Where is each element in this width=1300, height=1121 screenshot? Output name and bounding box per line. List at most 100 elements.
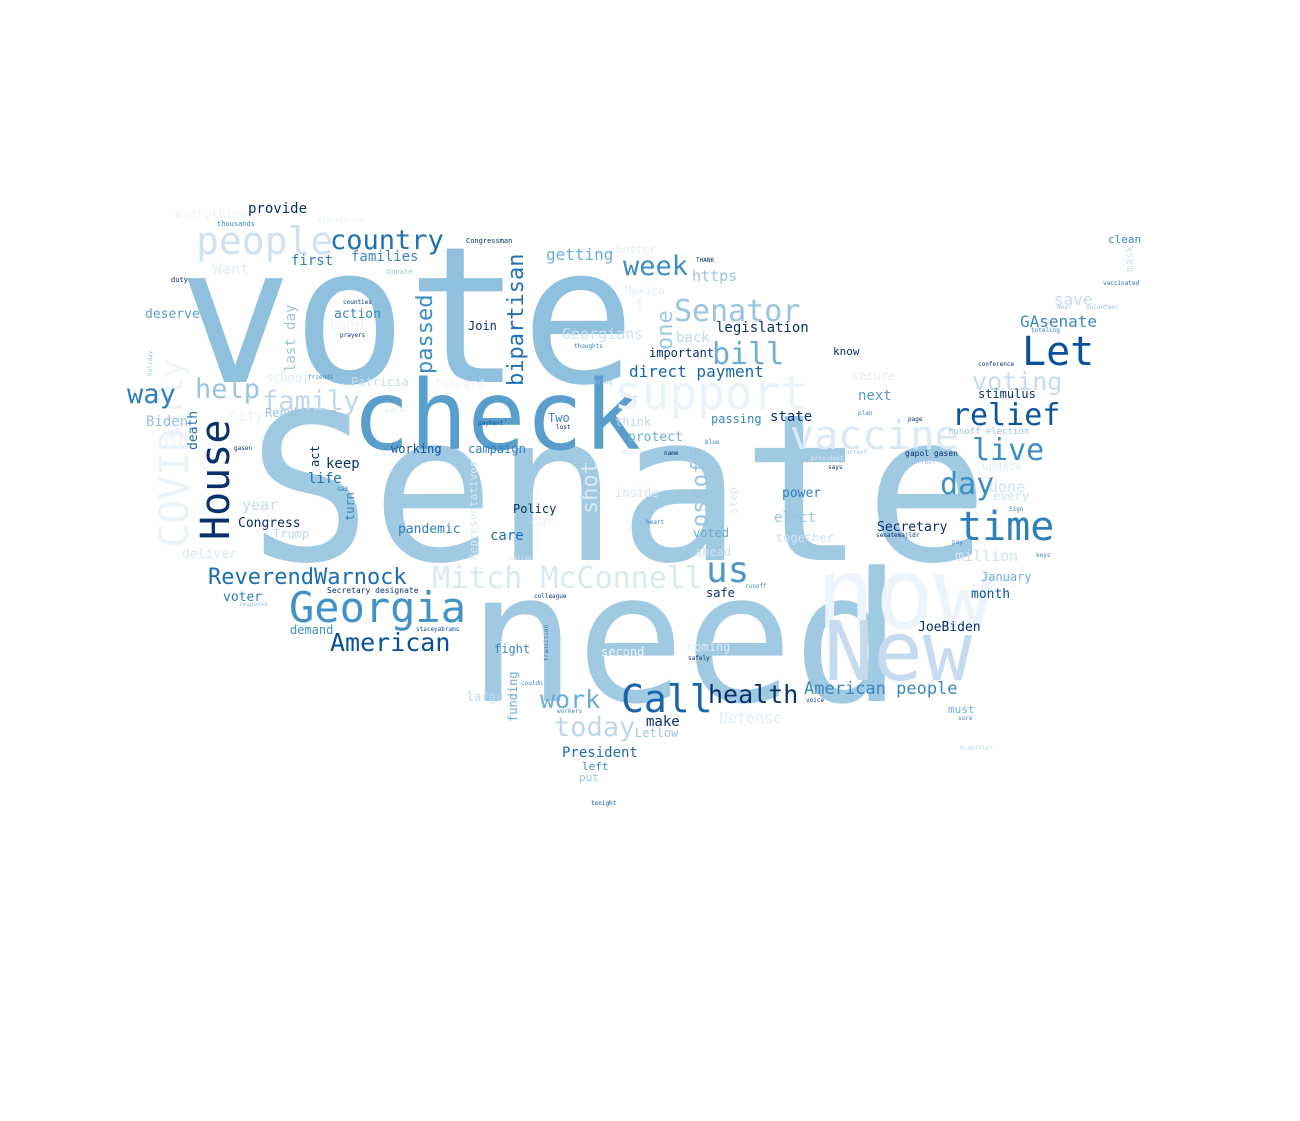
word-family: family [262,386,360,417]
word-tonight: tonight [591,800,617,807]
word-president: President [562,745,638,761]
word-stimulus: stimulus [978,387,1036,401]
word-thank: THANK [696,257,715,264]
word-biden: Biden [146,414,189,430]
word-workers: workers [557,708,583,715]
word-pay: pay [952,539,963,546]
word-senatemajldr: senatemajldr [876,532,920,539]
word-pandemic: pandemic [398,522,461,537]
word-totaling: totaling [1031,327,1060,334]
word-day: day [940,467,995,502]
word-policy: Policy [513,502,557,516]
word-voice: voice [806,697,825,704]
word-vaccinated: vaccinated [1103,280,1140,287]
word-counties: counties [343,299,372,306]
word-long: long [328,316,365,334]
word-left: left [582,760,609,773]
word-public: public [385,407,407,414]
word-mitch-mcconnell: Mitch McConnell [432,561,703,596]
word-gasenate: GAsenate [1020,312,1098,331]
word-gapol-gasen: gapol gasen [905,449,958,458]
word-seniors: seniors [372,451,398,458]
word-secretary-designate: Secretary designate [327,586,419,595]
word-country: country [330,225,444,256]
word-vote: vote [178,206,636,427]
word-done: done [989,478,1026,496]
word-keys: keys [1036,552,1051,559]
word-next: next [858,388,892,404]
word-week: week [623,251,689,282]
word-voter: voter [223,590,263,605]
word-year: year [242,496,279,514]
word-deserve: deserve [145,307,200,322]
word-lost: lost [556,424,571,431]
word-two: Two [548,411,570,425]
word-better: better [616,243,656,256]
word-way: way [127,379,176,410]
word-secure: secure [852,369,896,383]
word-transition: transition [543,624,550,661]
word-passing: passing [711,412,762,426]
word-support: support [614,366,808,420]
word-know: know [833,345,860,358]
word-real: real [921,459,936,466]
word-defense: Defense [719,709,783,727]
word-gasen: gasen [234,445,253,452]
word-significant: significant [318,216,365,224]
word-state: state [770,409,813,425]
word-must: must [948,703,975,716]
word-bring: bring [594,379,613,386]
word-joebiden: JoeBiden [918,620,981,635]
word-trump: Trump [273,527,310,541]
word-vaccine: vaccine [790,413,959,459]
word-congress: Congress [238,516,301,531]
word-put: put [579,771,599,784]
word-step: step [727,487,740,515]
word-time: time [958,504,1055,550]
word-safely: safely [688,655,710,662]
word-save: save [1054,290,1093,309]
word-life: life [308,471,342,487]
word-need: need [468,535,902,744]
word-mexico: Mexico [625,284,665,297]
word-president-small: president [811,455,844,462]
word-every: every [993,489,1030,503]
word-funding: funding [506,671,520,722]
word-name: name [664,450,679,457]
word-coming: coming [687,640,731,654]
word-shot: shot [578,461,603,514]
word-bill: bill [712,337,785,372]
word-us: us [706,550,750,591]
word-legislation: legislation [716,320,809,336]
word-american-people: American people [804,679,958,699]
word-holiday: holiday [147,350,154,376]
word-care: care [490,528,524,544]
word-fight: fight [494,642,531,656]
word-together: together [776,531,834,545]
word-runoff-election: runoff election [948,427,1030,437]
word-direct-payment: direct payment [629,362,764,381]
word-call: Call [621,677,713,721]
word-sad: sad [337,486,348,493]
word-georgia: Georgia [289,583,467,632]
word-families: families [351,249,419,265]
word-plan: plan [858,410,873,417]
word-school: school [266,371,310,385]
word-couldn: couldn [521,680,543,687]
word-georgians: Georgians [562,325,644,343]
word-secretary: Secretary [877,520,948,535]
word-says: says [828,464,843,471]
word-inside: inside [615,486,659,500]
word-deliver: deliver [182,547,237,562]
word-safe: safe [706,586,735,600]
word-ossoff: ossoff [688,447,713,527]
word-action: action [334,307,381,322]
word-back: back [676,330,710,346]
word-colleague: colleague [534,593,567,600]
word-working: working [391,442,442,456]
word-thoughts: thoughts [574,343,603,350]
word-check: check [352,360,641,472]
word-nation: nation [510,555,532,562]
word-bipartisan: bipartisan [504,253,529,386]
word-campaign: campaign [468,442,526,456]
